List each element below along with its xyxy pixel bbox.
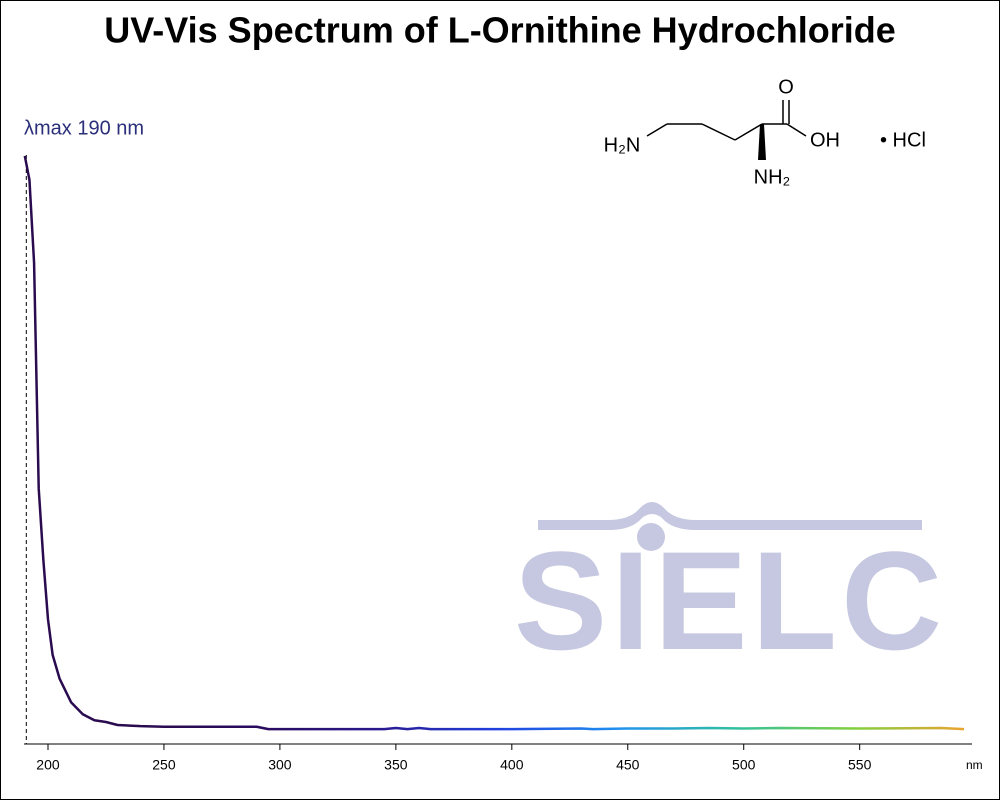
x-tick-label: 300 — [268, 757, 292, 773]
molecule — [646, 100, 807, 141]
watermark-text: SIELC — [514, 522, 946, 679]
x-tick-label: 250 — [152, 757, 176, 773]
x-tick-label: 350 — [384, 757, 408, 773]
molecule-label: H₂N — [604, 134, 641, 156]
chart-title: UV-Vis Spectrum of L-Ornithine Hydrochlo… — [104, 10, 895, 51]
bond — [701, 123, 736, 141]
spectrum-line — [23, 155, 965, 731]
wedge-bond — [758, 124, 766, 160]
molecule-label: • HCl — [880, 129, 926, 151]
bond — [646, 123, 668, 137]
bond — [786, 123, 807, 137]
logo-swoosh — [538, 502, 922, 530]
x-tick-label: 550 — [848, 757, 872, 773]
x-tick-label: 450 — [616, 757, 640, 773]
x-axis-label: nm — [966, 758, 983, 772]
molecule-label: OH — [810, 129, 840, 151]
molecule-label: NH₂ — [754, 166, 791, 188]
x-tick-label: 200 — [36, 757, 60, 773]
bond — [734, 123, 763, 141]
watermark-logo: SIELC — [514, 502, 946, 679]
x-tick-label: 400 — [500, 757, 524, 773]
molecule-label: O — [778, 76, 794, 98]
x-tick-label: 500 — [732, 757, 756, 773]
annotation: λmax 190 nm — [24, 117, 144, 139]
logo-dot — [637, 523, 665, 551]
